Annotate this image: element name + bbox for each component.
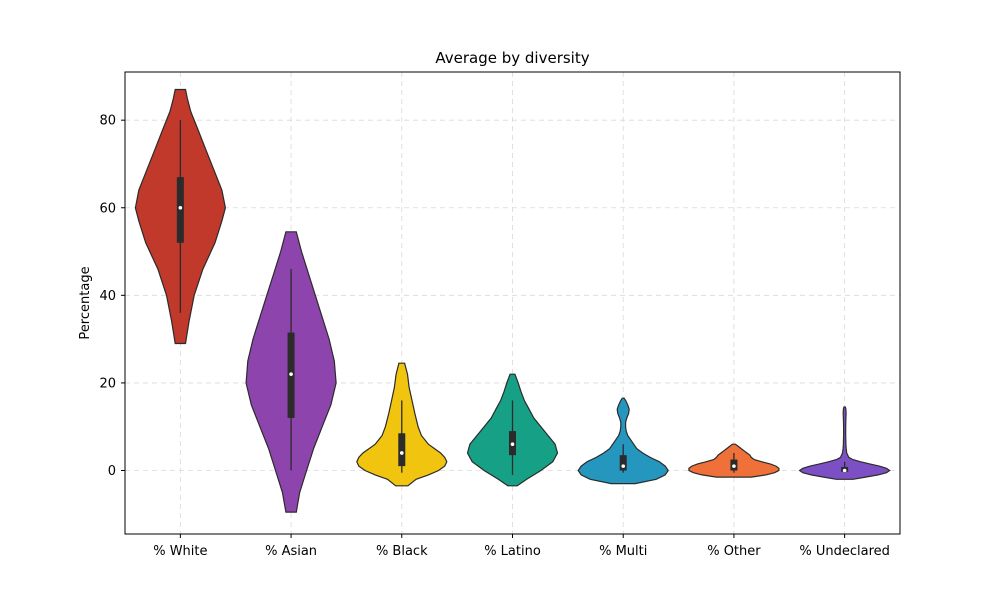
y-axis-label: Percentage bbox=[78, 266, 93, 339]
x-tick-label: % White bbox=[153, 544, 207, 559]
x-tick-label: % Black bbox=[376, 544, 428, 559]
y-tick-label: 0 bbox=[108, 464, 116, 479]
violin-asian bbox=[245, 231, 337, 513]
violin-latino bbox=[466, 373, 559, 487]
x-tick-label: % Undeclared bbox=[799, 544, 890, 559]
violin-white bbox=[134, 88, 227, 345]
y-axis-ticks: 0 20 40 60 80 bbox=[99, 114, 125, 479]
x-tick-label: % Multi bbox=[599, 544, 647, 559]
violin-body bbox=[798, 406, 891, 480]
violin-undeclared bbox=[798, 406, 891, 480]
violin-median bbox=[178, 205, 183, 210]
y-tick-label: 60 bbox=[99, 201, 116, 216]
violin-median bbox=[842, 468, 847, 473]
y-tick-label: 20 bbox=[99, 376, 116, 391]
x-tick-label: % Asian bbox=[265, 544, 317, 559]
violin-iqr-box bbox=[398, 433, 406, 467]
chart-title: Average by diversity bbox=[435, 49, 589, 67]
violin-median bbox=[510, 442, 515, 447]
violin-median bbox=[621, 464, 626, 468]
violin-iqr-box bbox=[176, 177, 184, 243]
violin-iqr-box bbox=[619, 455, 627, 471]
x-tick-label: % Other bbox=[707, 544, 761, 559]
violin-black bbox=[356, 362, 448, 487]
y-tick-label: 40 bbox=[99, 289, 116, 304]
violin-median bbox=[732, 464, 736, 468]
violins bbox=[134, 88, 891, 513]
violin-median bbox=[399, 451, 404, 455]
violin-other bbox=[688, 443, 780, 478]
violin-body bbox=[577, 397, 669, 485]
x-axis-ticks: % White % Asian % Black % Latino % Multi % Ot… bbox=[153, 534, 890, 559]
x-tick-label: % Latino bbox=[484, 544, 541, 559]
y-tick-label: 80 bbox=[99, 114, 116, 129]
violin-multi bbox=[577, 397, 669, 485]
violin-median bbox=[289, 372, 293, 376]
